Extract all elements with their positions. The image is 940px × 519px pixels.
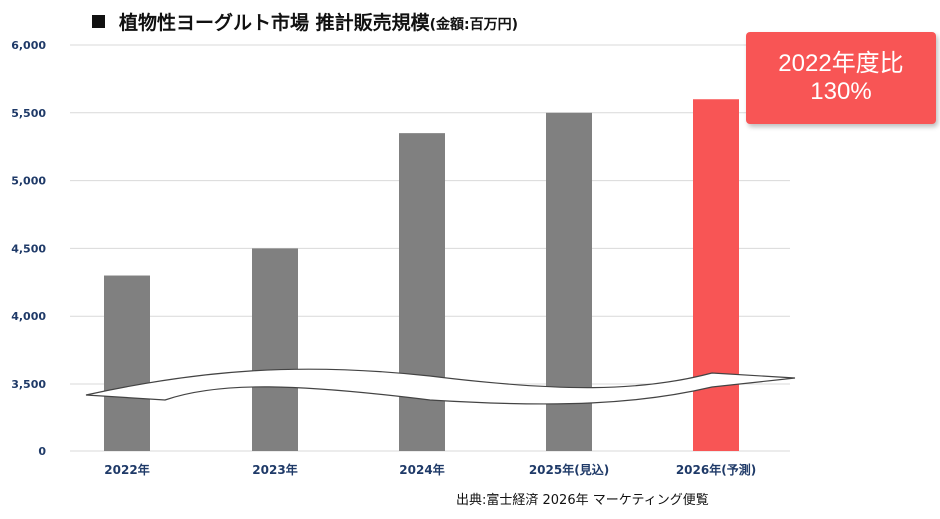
y-tick-label: 5,000 xyxy=(11,175,46,188)
bar xyxy=(693,99,739,452)
x-tick-label: 2022年 xyxy=(104,462,149,477)
title-main: 植物性ヨーグルト市場 推計販売規模 xyxy=(119,12,430,34)
chart-title: 植物性ヨーグルト市場 推計販売規模(金額:百万円) xyxy=(92,8,518,35)
x-tick-label: 2023年 xyxy=(252,462,297,477)
y-tick-label: 4,500 xyxy=(11,242,46,255)
title-unit: (金額:百万円) xyxy=(429,17,519,33)
bar xyxy=(104,275,150,451)
bar xyxy=(252,248,298,451)
x-tick-label: 2024年 xyxy=(399,462,444,477)
y-tick-label: 6,000 xyxy=(11,39,46,52)
bar xyxy=(399,133,445,451)
y-tick-label: 3,500 xyxy=(11,378,46,391)
callout-line2: 130% xyxy=(810,78,872,105)
y-tick-label: 4,000 xyxy=(11,310,46,323)
title-bullet-square xyxy=(92,15,105,28)
y-tick-label: 0 xyxy=(38,445,46,458)
callout-line1: 2022年度比 xyxy=(778,50,904,77)
y-tick-label: 5,500 xyxy=(11,107,46,120)
x-tick-label: 2025年(見込) xyxy=(529,462,609,477)
x-tick-label: 2026年(予測) xyxy=(676,462,756,477)
growth-callout: 2022年度比 130% xyxy=(746,32,936,124)
source-note: 出典:富士経済 2026年 マーケティング便覧 xyxy=(456,493,709,508)
axis-break-wave xyxy=(85,368,796,405)
